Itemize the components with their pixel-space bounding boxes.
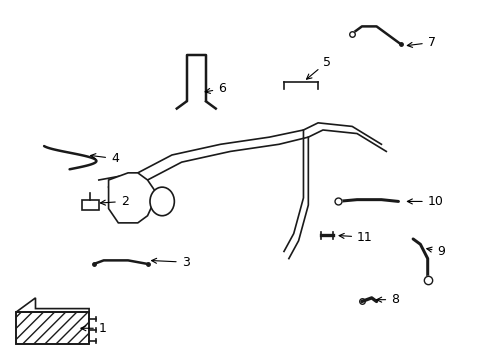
Text: 5: 5	[307, 55, 331, 79]
Bar	[16, 312, 89, 344]
Text: 8: 8	[377, 293, 399, 306]
Text: 10: 10	[407, 195, 443, 208]
Text: 1: 1	[81, 322, 107, 335]
Ellipse shape	[150, 187, 174, 216]
Text: 3: 3	[151, 256, 190, 269]
Bar	[82, 200, 99, 210]
Polygon shape	[109, 173, 157, 223]
Text: 2: 2	[100, 195, 129, 208]
Bar	[16, 312, 89, 344]
Text: 6: 6	[205, 82, 226, 95]
Text: 11: 11	[339, 231, 373, 244]
Text: 9: 9	[427, 245, 445, 258]
Text: 7: 7	[407, 36, 436, 49]
Text: 4: 4	[91, 152, 119, 165]
